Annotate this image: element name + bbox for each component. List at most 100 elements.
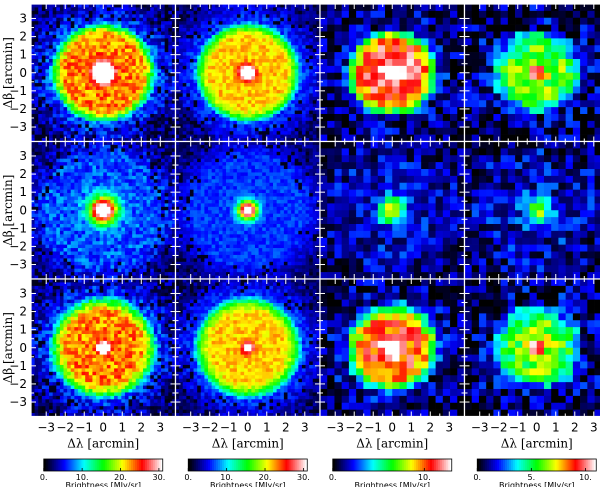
heatmap-cell <box>103 162 108 166</box>
heatmap-cell <box>103 124 108 129</box>
heatmap-cell <box>70 17 75 22</box>
heatmap-cell <box>38 206 43 211</box>
heatmap-cell <box>63 127 68 132</box>
heatmap-cell <box>52 131 57 135</box>
heatmap-cell <box>276 93 281 98</box>
heatmap-cell <box>587 17 595 25</box>
heatmap-cell <box>320 79 328 87</box>
heatmap-cell <box>157 131 162 135</box>
heatmap-cell <box>283 83 288 87</box>
heatmap-cell <box>128 169 133 173</box>
heatmap-cell <box>45 103 50 108</box>
heatmap-cell <box>236 131 241 135</box>
heatmap-cell <box>92 124 97 129</box>
heatmap-cell <box>67 134 72 139</box>
heatmap-cell <box>121 96 126 101</box>
heatmap-cell <box>189 120 194 125</box>
heatmap-cell <box>287 24 292 29</box>
heatmap-cell <box>157 34 162 39</box>
heatmap-cell <box>106 141 111 146</box>
heatmap-cell <box>450 114 458 122</box>
heatmap-cell <box>110 175 115 180</box>
heatmap-cell <box>139 65 144 70</box>
heatmap-cell <box>117 196 122 201</box>
heatmap-cell <box>157 62 162 67</box>
heatmap-cell <box>309 89 314 94</box>
heatmap-cell <box>161 172 166 177</box>
heatmap-cell <box>247 72 252 77</box>
heatmap-cell <box>74 224 79 228</box>
heatmap-cell <box>580 114 588 122</box>
heatmap-cell <box>41 148 46 153</box>
heatmap-cell <box>41 117 46 122</box>
heatmap-cell <box>572 114 581 122</box>
heatmap-cell <box>96 45 100 50</box>
heatmap-cell <box>316 62 321 67</box>
heatmap-cell <box>233 117 238 122</box>
heatmap-cell <box>580 17 588 25</box>
heatmap-cell <box>222 76 227 80</box>
heatmap-cell <box>142 4 147 8</box>
heatmap-cell <box>215 76 220 80</box>
heatmap-cell <box>269 55 274 60</box>
heatmap-cell <box>406 100 415 108</box>
heatmap-cell <box>92 193 97 197</box>
heatmap-cell <box>551 4 559 12</box>
heatmap-cell <box>168 162 173 166</box>
heatmap-cell <box>49 28 54 32</box>
heatmap-cell <box>63 100 68 105</box>
heatmap-cell <box>41 38 46 43</box>
heatmap-cell <box>283 103 288 108</box>
heatmap-cell <box>265 65 270 70</box>
heatmap-cell <box>500 17 509 25</box>
heatmap-cell <box>121 203 126 208</box>
heatmap-cell <box>70 120 75 125</box>
heatmap-cell <box>522 59 530 67</box>
heatmap-cell <box>153 21 158 25</box>
heatmap-cell <box>135 24 140 29</box>
heatmap-cell <box>258 69 263 74</box>
heatmap-cell <box>139 206 144 211</box>
heatmap-cell <box>110 34 115 39</box>
heatmap-cell <box>139 179 144 184</box>
heatmap-cell <box>385 79 393 87</box>
heatmap-cell <box>49 120 54 125</box>
heatmap-cell <box>363 52 371 60</box>
heatmap-cell <box>142 52 147 56</box>
heatmap-cell <box>229 86 234 91</box>
heatmap-cell <box>81 24 86 29</box>
heatmap-cell <box>117 155 122 160</box>
heatmap-cell <box>251 86 256 91</box>
heatmap-cell <box>171 96 176 101</box>
heatmap-cell <box>56 151 61 156</box>
heatmap-cell <box>558 24 566 32</box>
heatmap-cell <box>204 117 209 122</box>
heatmap-cell <box>218 38 223 43</box>
heatmap-cell <box>121 103 126 108</box>
heatmap-cell <box>189 48 194 53</box>
heatmap-cell <box>121 141 126 146</box>
heatmap-cell <box>121 179 126 184</box>
heatmap-cell <box>171 169 176 173</box>
heatmap-cell <box>399 127 408 135</box>
heatmap-cell <box>117 45 122 50</box>
heatmap-cell <box>38 114 43 118</box>
heatmap-cell <box>106 69 111 74</box>
heatmap-cell <box>142 134 147 139</box>
heatmap-cell <box>106 189 111 194</box>
heatmap-cell <box>316 117 321 122</box>
heatmap-cell <box>74 52 79 56</box>
heatmap-cell <box>254 134 259 139</box>
heatmap-cell <box>139 144 144 149</box>
heatmap-cell <box>291 41 296 46</box>
heatmap-cell <box>34 175 39 180</box>
heatmap-cell <box>49 114 54 118</box>
heatmap-cell <box>471 120 480 129</box>
heatmap-cell <box>114 217 119 221</box>
heatmap-cell <box>204 34 209 39</box>
heatmap-cell <box>240 48 245 53</box>
heatmap-cell <box>189 21 194 25</box>
heatmap-cell <box>161 4 166 8</box>
heatmap-cell <box>164 186 169 190</box>
heatmap-cell <box>168 175 173 180</box>
